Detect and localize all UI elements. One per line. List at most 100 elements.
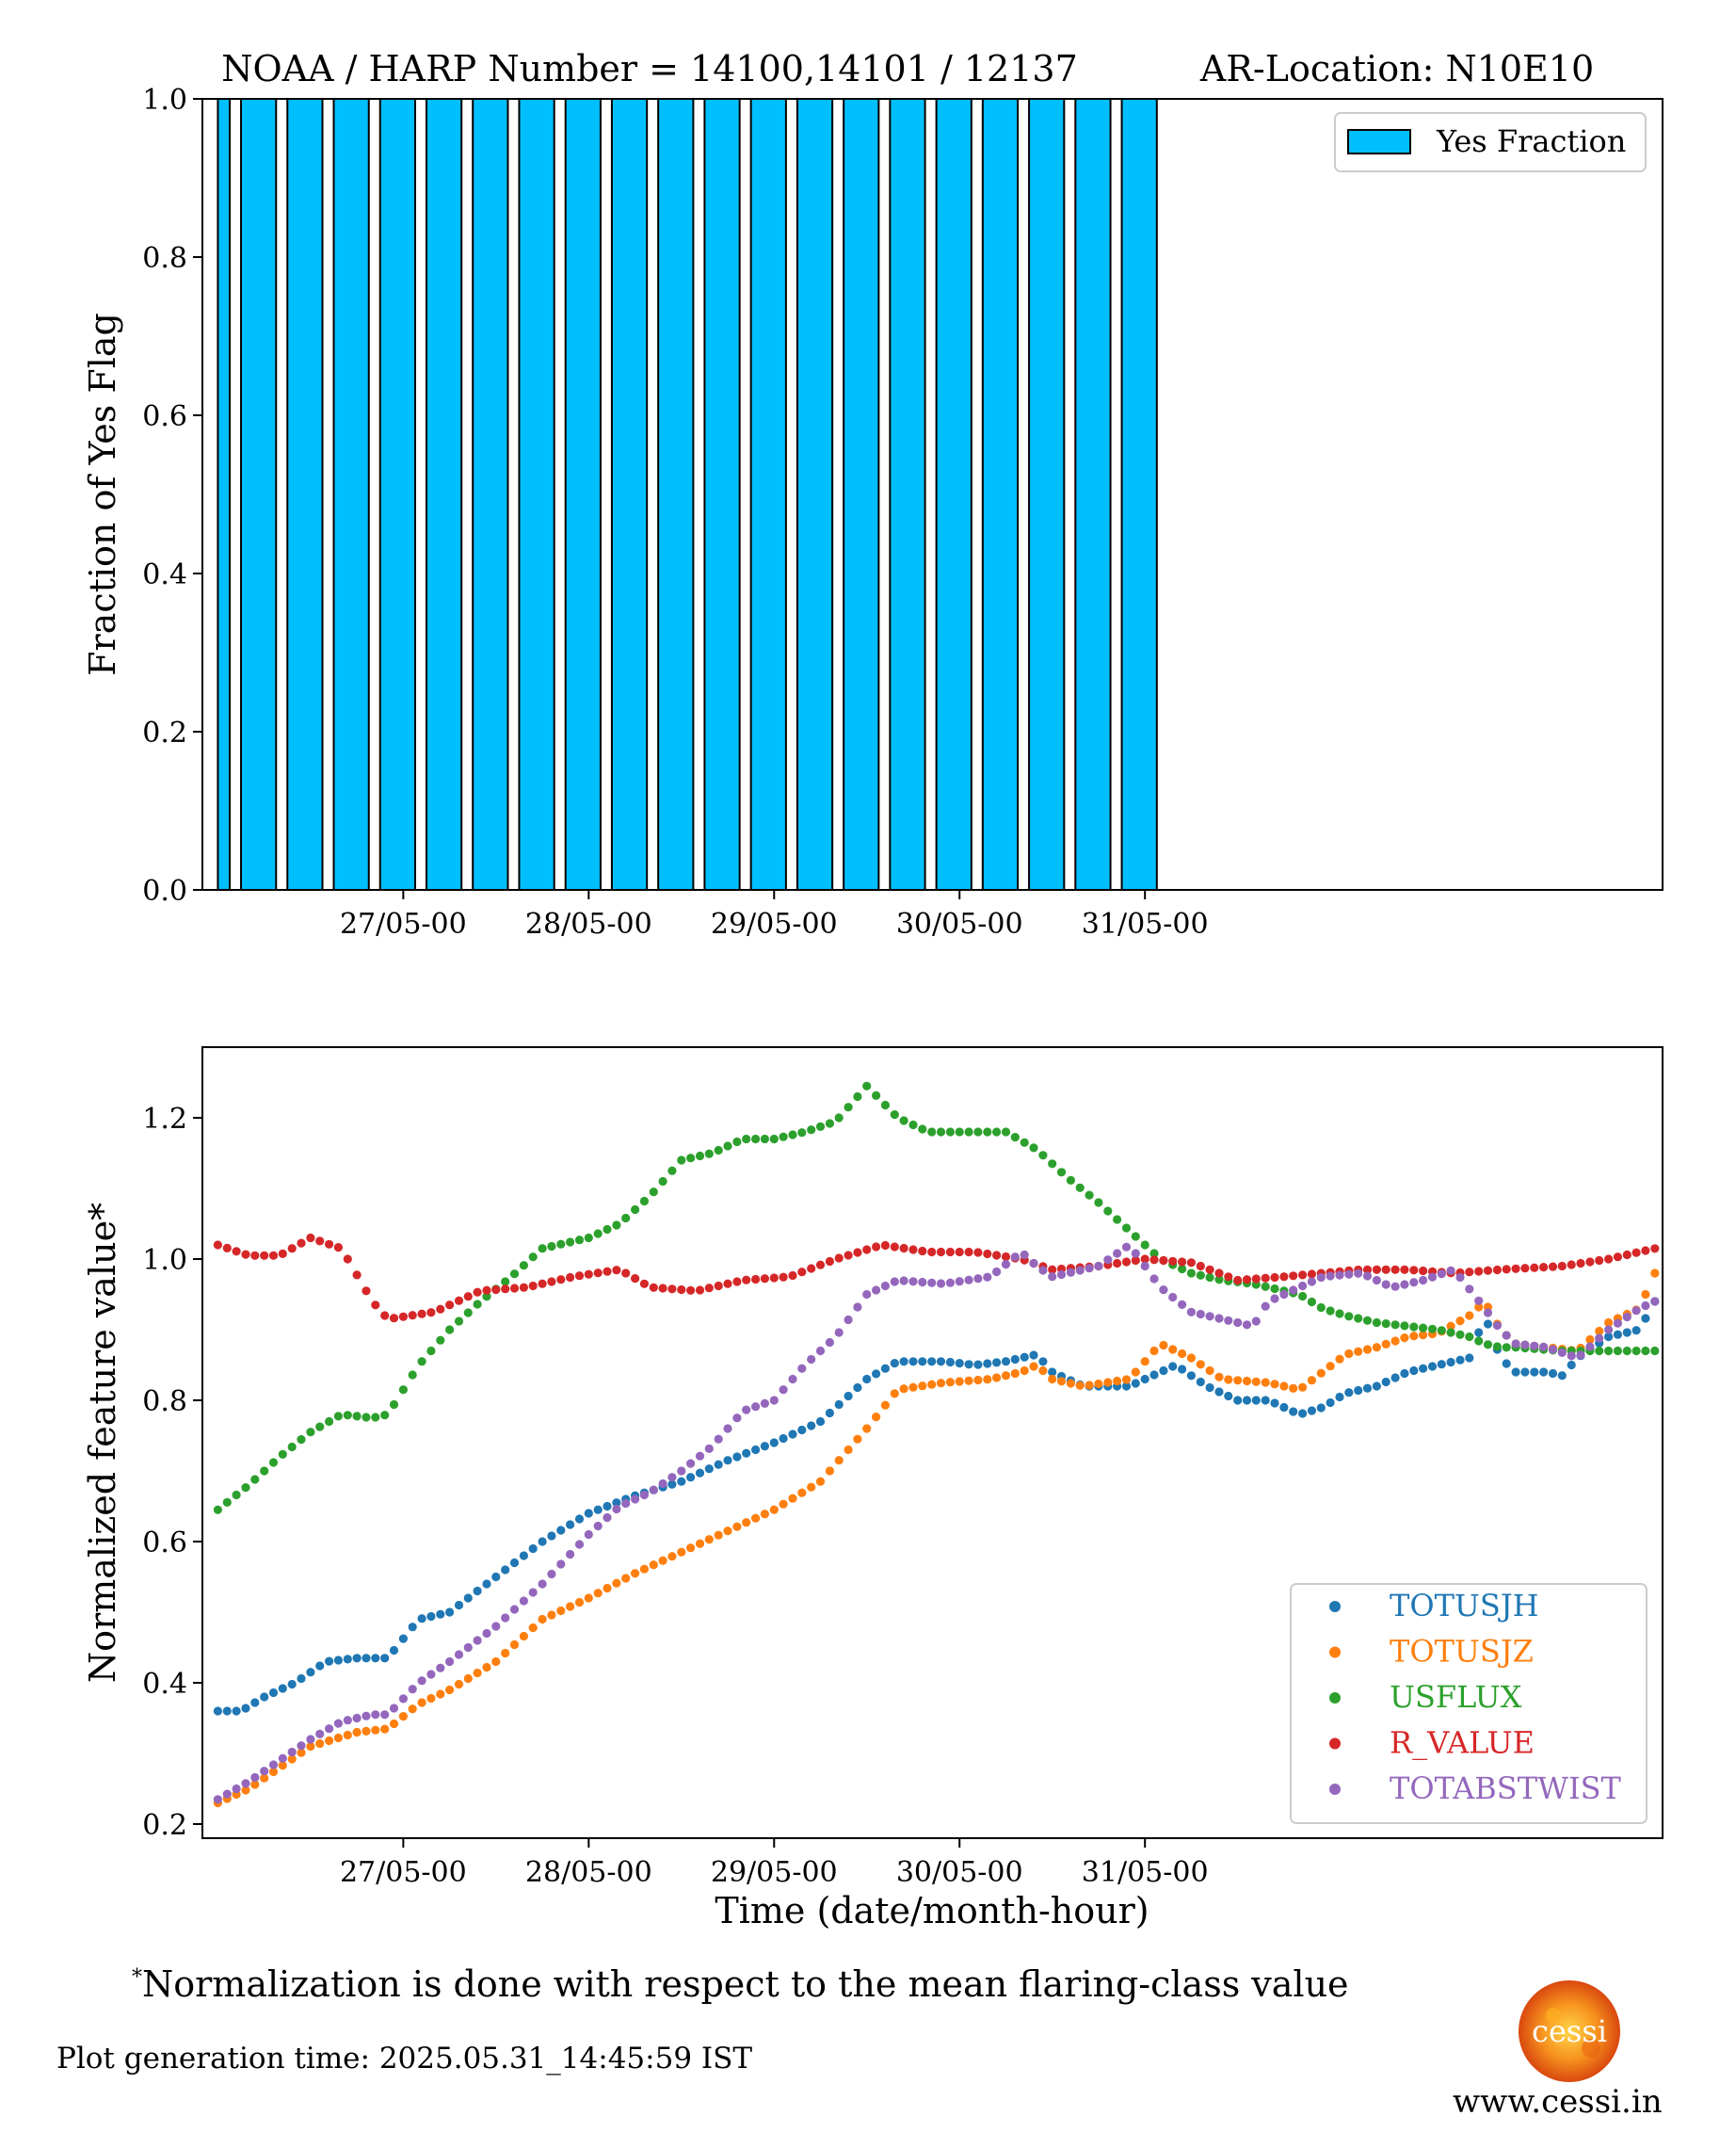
data-point	[1595, 1326, 1604, 1336]
bottom-x-tick-label: 29/05-00	[711, 1856, 838, 1889]
data-point	[797, 1488, 807, 1497]
data-point	[315, 1236, 325, 1246]
data-point	[603, 1501, 612, 1511]
data-point	[769, 1134, 779, 1144]
data-point	[417, 1698, 426, 1707]
data-point	[677, 1284, 686, 1295]
data-point	[1298, 1409, 1308, 1418]
data-point	[287, 1754, 297, 1764]
data-point	[1113, 1376, 1122, 1386]
data-point	[1613, 1318, 1622, 1328]
data-point	[584, 1529, 593, 1540]
data-point	[983, 1359, 992, 1368]
data-point	[306, 1233, 315, 1243]
data-point	[426, 1670, 436, 1679]
data-point	[1539, 1342, 1549, 1351]
data-point	[1279, 1289, 1289, 1300]
data-point	[463, 1593, 473, 1603]
data-point	[936, 1247, 946, 1257]
data-point	[1539, 1367, 1549, 1377]
data-point	[918, 1277, 927, 1287]
data-point	[807, 1264, 816, 1273]
data-point	[1196, 1261, 1205, 1271]
data-point	[603, 1583, 612, 1593]
data-point	[333, 1656, 343, 1665]
data-point	[389, 1719, 399, 1729]
data-point	[890, 1277, 899, 1286]
series-totusjh	[213, 1297, 1660, 1716]
data-point	[1075, 1183, 1085, 1192]
top-y-tick-label: 0.8	[142, 242, 187, 275]
data-point	[1419, 1364, 1428, 1373]
data-point	[241, 1483, 250, 1493]
legend-label-usflux: USFLUX	[1390, 1679, 1522, 1715]
data-point	[584, 1509, 593, 1518]
data-point	[343, 1730, 352, 1740]
data-point	[1419, 1323, 1428, 1332]
data-point	[232, 1247, 241, 1256]
data-point	[621, 1213, 631, 1223]
data-point	[426, 1693, 436, 1704]
data-point	[473, 1668, 482, 1678]
data-point	[268, 1251, 279, 1260]
data-point	[491, 1572, 501, 1582]
data-point	[723, 1456, 732, 1465]
data-point	[1186, 1258, 1196, 1268]
data-point	[714, 1281, 723, 1291]
cessi-logo: cessi	[1519, 1980, 1620, 2082]
data-point	[1492, 1265, 1502, 1275]
data-point	[667, 1284, 677, 1294]
data-point	[779, 1272, 788, 1282]
data-point	[779, 1132, 788, 1141]
data-point	[556, 1606, 566, 1616]
data-point	[1242, 1320, 1252, 1330]
data-point	[1400, 1333, 1409, 1343]
data-point	[315, 1422, 325, 1431]
data-point	[1205, 1265, 1214, 1274]
data-point	[1335, 1309, 1344, 1318]
data-point	[1576, 1258, 1585, 1268]
data-point	[343, 1254, 352, 1264]
data-point	[566, 1602, 575, 1611]
data-point	[1632, 1248, 1641, 1257]
data-point	[1001, 1371, 1011, 1381]
data-point	[1298, 1281, 1308, 1291]
data-point	[1446, 1328, 1455, 1337]
bar-8	[564, 98, 602, 891]
data-point	[1455, 1330, 1465, 1339]
data-point	[1502, 1343, 1511, 1352]
top-bars	[217, 98, 1158, 891]
data-point	[1362, 1316, 1373, 1325]
bar-12	[749, 98, 787, 891]
data-point	[695, 1151, 705, 1161]
data-point	[1205, 1382, 1214, 1393]
data-point	[1427, 1362, 1438, 1371]
data-point	[1502, 1265, 1511, 1274]
data-point	[695, 1539, 705, 1548]
bar-7	[518, 98, 555, 891]
data-point	[779, 1499, 788, 1509]
data-point	[1048, 1159, 1057, 1169]
data-point	[528, 1623, 538, 1633]
data-point	[955, 1247, 964, 1257]
data-point	[834, 1456, 844, 1465]
data-point	[815, 1346, 826, 1356]
data-point	[825, 1337, 835, 1348]
data-point	[1140, 1357, 1149, 1366]
data-point	[807, 1125, 816, 1135]
data-point	[1474, 1267, 1484, 1276]
data-point	[538, 1614, 547, 1624]
data-point	[918, 1381, 927, 1391]
website-link[interactable]: www.cessi.in	[1453, 2083, 1663, 2121]
data-point	[1622, 1250, 1632, 1260]
data-point	[677, 1155, 686, 1165]
bar-1	[240, 98, 278, 891]
data-point	[964, 1275, 973, 1284]
bottom-x-ticks: 27/05-00 28/05-00 29/05-00 30/05-00 31/05-00	[340, 1838, 1209, 1889]
data-point	[1113, 1258, 1122, 1268]
data-point	[1335, 1270, 1344, 1280]
data-point	[1178, 1264, 1187, 1274]
data-point	[825, 1466, 835, 1476]
data-point	[751, 1134, 761, 1144]
data-point	[1595, 1346, 1604, 1356]
